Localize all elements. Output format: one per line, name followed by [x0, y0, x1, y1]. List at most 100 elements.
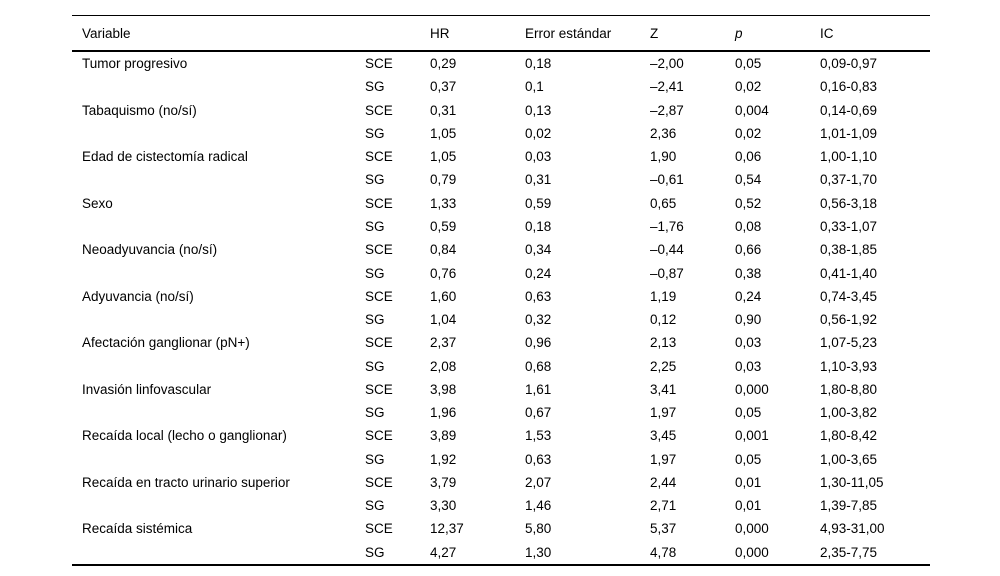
z-cell: 3,41 [650, 381, 677, 397]
se-cell: 0,31 [525, 172, 552, 188]
table-row: SG 2,08 0,68 2,25 0,03 1,10-3,93 [72, 354, 930, 377]
group-cell: SCE [365, 195, 393, 211]
hr-cell: 0,31 [430, 102, 457, 118]
group-cell: SCE [365, 242, 393, 258]
variable-cell: Recaída sistémica [82, 521, 193, 537]
variable-cell [72, 168, 365, 191]
variable-cell [72, 75, 365, 98]
p-cell: 0,05 [735, 451, 762, 467]
p-cell: 0,000 [735, 521, 769, 537]
group-cell: SCE [365, 428, 393, 444]
p-cell: 0,66 [735, 242, 762, 258]
hr-cell: 1,92 [430, 451, 457, 467]
z-cell: –2,00 [650, 56, 684, 72]
p-cell: 0,08 [735, 218, 762, 234]
se-cell: 0,1 [525, 79, 544, 95]
se-cell: 0,32 [525, 312, 552, 328]
ic-cell: 1,30-11,05 [820, 474, 884, 490]
se-cell: 0,03 [525, 149, 552, 165]
z-cell: 3,45 [650, 428, 677, 444]
z-cell: 4,78 [650, 544, 677, 560]
z-cell: –0,87 [650, 265, 684, 281]
p-cell: 0,02 [735, 125, 762, 141]
group-cell: SG [365, 544, 385, 560]
ic-cell: 1,00-3,65 [820, 451, 878, 467]
se-cell: 5,80 [525, 521, 552, 537]
table-row: Tabaquismo (no/sí) SCE 0,31 0,13 –2,87 0… [72, 99, 930, 122]
header-ic: IC [820, 15, 930, 52]
se-cell: 2,07 [525, 474, 552, 490]
z-cell: –2,87 [650, 102, 684, 118]
ic-cell: 1,80-8,42 [820, 428, 878, 444]
ic-cell: 1,07-5,23 [820, 335, 878, 351]
p-cell: 0,000 [735, 544, 769, 560]
header-group [365, 15, 430, 52]
p-cell: 0,38 [735, 265, 762, 281]
z-cell: –1,76 [650, 218, 684, 234]
z-cell: –2,41 [650, 79, 684, 95]
table-row: SG 1,92 0,63 1,97 0,05 1,00-3,65 [72, 448, 930, 471]
hr-cell: 0,59 [430, 218, 457, 234]
group-cell: SG [365, 312, 385, 328]
p-cell: 0,03 [735, 358, 762, 374]
se-cell: 1,46 [525, 498, 552, 514]
hr-cell: 1,96 [430, 405, 457, 421]
ic-cell: 1,00-3,82 [820, 405, 878, 421]
variable-cell [72, 308, 365, 331]
z-cell: 1,19 [650, 288, 677, 304]
z-cell: 2,44 [650, 474, 677, 490]
group-cell: SCE [365, 521, 393, 537]
p-cell: 0,52 [735, 195, 762, 211]
group-cell: SG [365, 451, 385, 467]
hr-cell: 4,27 [430, 544, 457, 560]
group-cell: SG [365, 265, 385, 281]
header-hr: HR [430, 15, 525, 52]
variable-cell [72, 215, 365, 238]
table-row: Recaída sistémica SCE 12,37 5,80 5,37 0,… [72, 517, 930, 540]
ic-cell: 0,16-0,83 [820, 79, 878, 95]
se-cell: 0,59 [525, 195, 552, 211]
table-row: SG 1,96 0,67 1,97 0,05 1,00-3,82 [72, 401, 930, 424]
p-cell: 0,01 [735, 498, 762, 514]
p-cell: 0,01 [735, 474, 762, 490]
ic-cell: 1,10-3,93 [820, 358, 878, 374]
ic-cell: 0,56-3,18 [820, 195, 878, 211]
group-cell: SG [365, 172, 385, 188]
table-row: SG 1,05 0,02 2,36 0,02 1,01-1,09 [72, 122, 930, 145]
p-cell: 0,90 [735, 312, 762, 328]
hr-cell: 0,76 [430, 265, 457, 281]
ic-cell: 4,93-31,00 [820, 521, 885, 537]
table-row: Edad de cistectomía radical SCE 1,05 0,0… [72, 145, 930, 168]
ic-cell: 0,56-1,92 [820, 312, 878, 328]
variable-cell [72, 354, 365, 377]
hr-cell: 1,60 [430, 288, 457, 304]
p-cell: 0,24 [735, 288, 762, 304]
se-cell: 1,53 [525, 428, 552, 444]
variable-cell [72, 541, 365, 565]
group-cell: SCE [365, 335, 393, 351]
se-cell: 0,13 [525, 102, 552, 118]
variable-cell: Afectación ganglionar (pN+) [82, 335, 250, 351]
table-row: SG 1,04 0,32 0,12 0,90 0,56-1,92 [72, 308, 930, 331]
variable-cell: Recaída local (lecho o ganglionar) [82, 428, 287, 444]
z-cell: 1,97 [650, 405, 677, 421]
table-row: Tumor progresivo SCE 0,29 0,18 –2,00 0,0… [72, 51, 930, 75]
variable-cell [72, 448, 365, 471]
table-row: Sexo SCE 1,33 0,59 0,65 0,52 0,56-3,18 [72, 192, 930, 215]
z-cell: –0,61 [650, 172, 684, 188]
se-cell: 1,30 [525, 544, 552, 560]
variable-cell: Tumor progresivo [82, 56, 188, 72]
group-cell: SCE [365, 288, 393, 304]
table-row: SG 0,79 0,31 –0,61 0,54 0,37-1,70 [72, 168, 930, 191]
table-row: Adyuvancia (no/sí) SCE 1,60 0,63 1,19 0,… [72, 285, 930, 308]
group-cell: SCE [365, 149, 393, 165]
se-cell: 1,61 [525, 381, 552, 397]
se-cell: 0,02 [525, 125, 552, 141]
p-cell: 0,000 [735, 381, 769, 397]
hr-cell: 1,04 [430, 312, 457, 328]
hr-cell: 2,37 [430, 335, 457, 351]
p-cell: 0,02 [735, 79, 762, 95]
z-cell: 2,71 [650, 498, 677, 514]
group-cell: SCE [365, 102, 393, 118]
se-cell: 0,68 [525, 358, 552, 374]
